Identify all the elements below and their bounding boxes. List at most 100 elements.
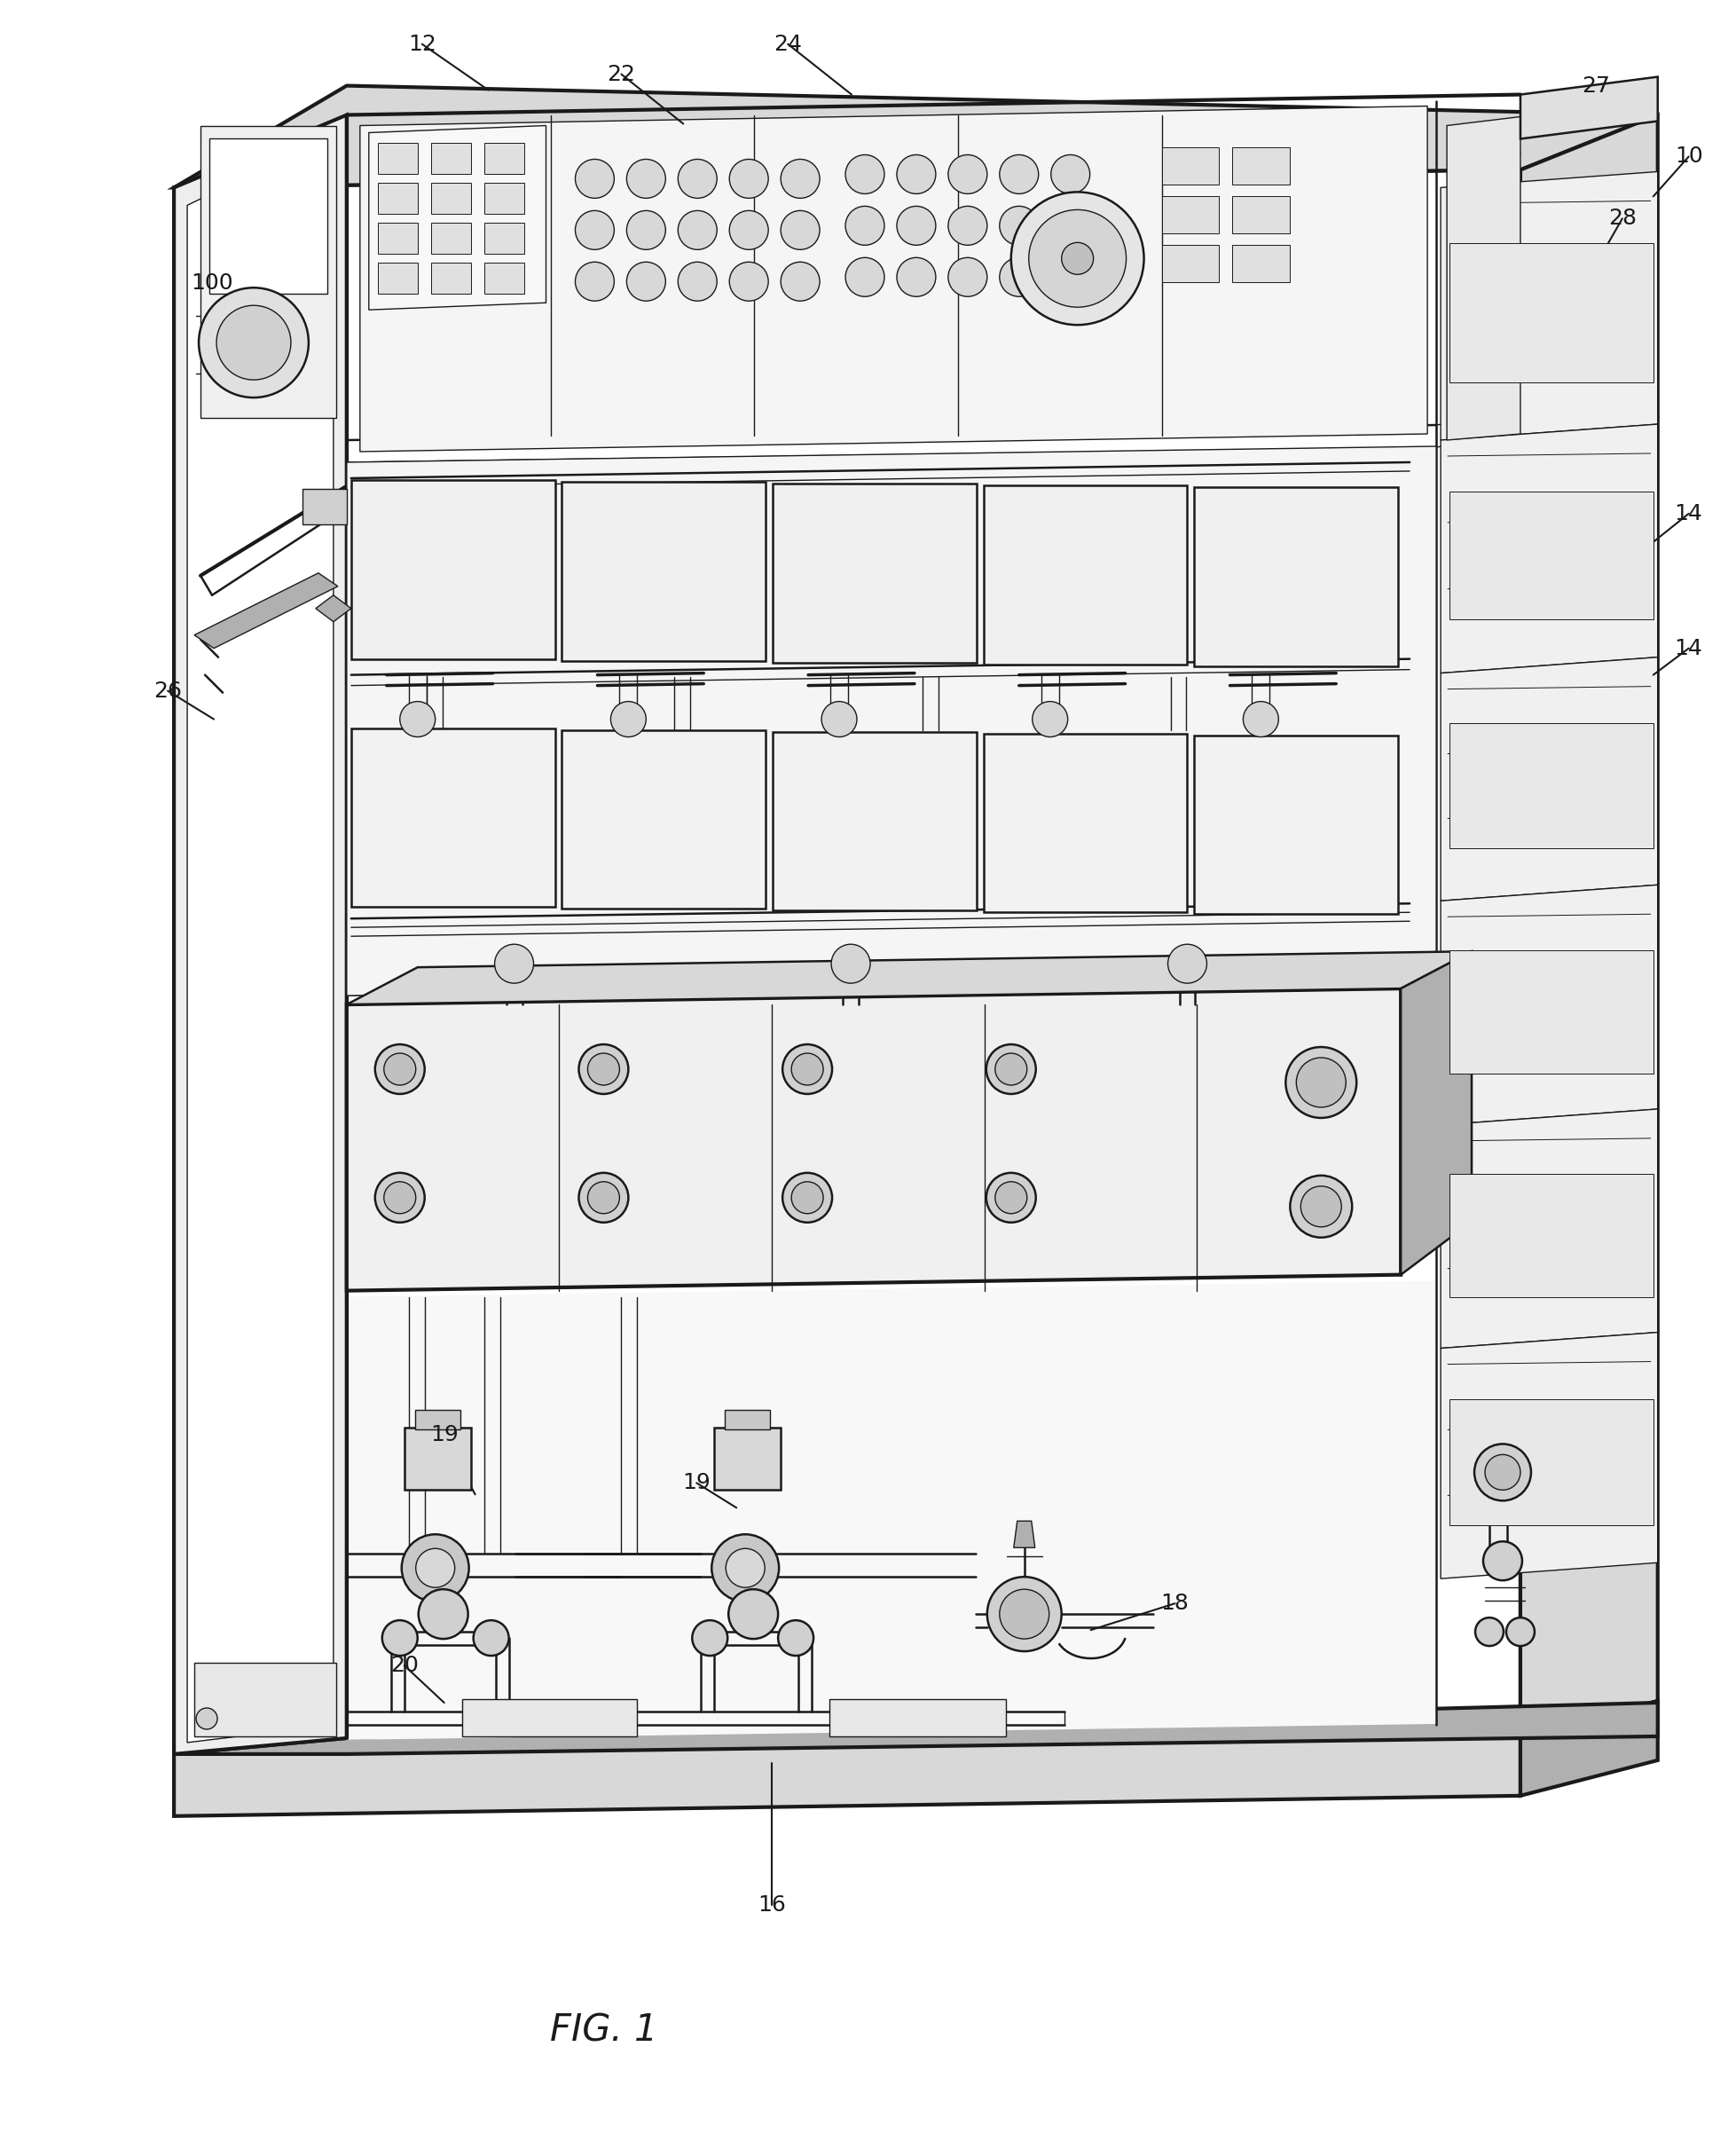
Circle shape — [729, 261, 769, 302]
Polygon shape — [484, 184, 524, 214]
Polygon shape — [174, 169, 1521, 1753]
Polygon shape — [1450, 492, 1653, 619]
Circle shape — [845, 206, 884, 246]
Circle shape — [1483, 1542, 1522, 1580]
Circle shape — [1297, 1058, 1345, 1107]
Text: 18: 18 — [1161, 1593, 1189, 1614]
Circle shape — [627, 158, 665, 199]
Circle shape — [679, 210, 717, 250]
Circle shape — [589, 1182, 620, 1214]
Text: 16: 16 — [757, 1895, 786, 1916]
Circle shape — [783, 1045, 832, 1094]
Circle shape — [575, 158, 615, 199]
Polygon shape — [351, 728, 556, 908]
Polygon shape — [713, 1428, 781, 1490]
Circle shape — [401, 1535, 469, 1601]
Polygon shape — [302, 488, 347, 525]
Polygon shape — [347, 1280, 1436, 1741]
Circle shape — [1050, 206, 1090, 246]
Polygon shape — [773, 732, 977, 910]
Polygon shape — [174, 116, 347, 1753]
Polygon shape — [562, 482, 766, 662]
Polygon shape — [187, 135, 333, 1743]
Polygon shape — [378, 223, 418, 255]
Circle shape — [196, 1709, 217, 1730]
Polygon shape — [194, 574, 339, 649]
Polygon shape — [351, 480, 556, 659]
Polygon shape — [1233, 148, 1290, 184]
Text: 28: 28 — [1608, 208, 1637, 229]
Polygon shape — [1233, 246, 1290, 283]
Circle shape — [495, 944, 533, 983]
Circle shape — [948, 257, 988, 298]
Polygon shape — [1401, 951, 1472, 1274]
Polygon shape — [1194, 734, 1397, 914]
Circle shape — [679, 261, 717, 302]
Text: 100: 100 — [191, 272, 233, 293]
Circle shape — [1507, 1619, 1535, 1646]
Circle shape — [578, 1173, 628, 1223]
Circle shape — [1029, 210, 1127, 306]
Circle shape — [627, 261, 665, 302]
Polygon shape — [484, 143, 524, 173]
Polygon shape — [1446, 118, 1521, 441]
Polygon shape — [1521, 77, 1658, 139]
Circle shape — [575, 261, 615, 302]
Polygon shape — [484, 223, 524, 255]
Circle shape — [1168, 944, 1207, 983]
Polygon shape — [368, 126, 547, 310]
Polygon shape — [1450, 1173, 1653, 1297]
Circle shape — [948, 206, 988, 246]
Circle shape — [1300, 1186, 1342, 1227]
Circle shape — [988, 1578, 1061, 1651]
Polygon shape — [431, 223, 470, 255]
Polygon shape — [201, 126, 337, 417]
Text: 14: 14 — [1675, 638, 1703, 659]
Polygon shape — [359, 107, 1427, 452]
Polygon shape — [1161, 246, 1219, 283]
Circle shape — [1286, 1047, 1356, 1118]
Polygon shape — [174, 1736, 1521, 1816]
Polygon shape — [431, 143, 470, 173]
Circle shape — [986, 1173, 1036, 1223]
Circle shape — [575, 210, 615, 250]
Polygon shape — [404, 1428, 470, 1490]
Circle shape — [1033, 702, 1068, 737]
Circle shape — [1000, 1589, 1049, 1638]
Circle shape — [729, 210, 769, 250]
Circle shape — [845, 154, 884, 195]
Circle shape — [1000, 257, 1038, 298]
Circle shape — [198, 287, 309, 398]
Circle shape — [1474, 1443, 1531, 1501]
Circle shape — [611, 702, 646, 737]
Circle shape — [384, 1182, 417, 1214]
Polygon shape — [378, 143, 418, 173]
Polygon shape — [1161, 148, 1219, 184]
Polygon shape — [1441, 657, 1658, 901]
Circle shape — [1050, 257, 1090, 298]
Polygon shape — [462, 1700, 637, 1736]
Circle shape — [995, 1182, 1028, 1214]
Polygon shape — [984, 486, 1187, 664]
Circle shape — [589, 1053, 620, 1085]
Polygon shape — [1161, 197, 1219, 233]
Circle shape — [384, 1053, 417, 1085]
Text: 26: 26 — [153, 681, 182, 702]
Polygon shape — [1450, 951, 1653, 1073]
Polygon shape — [1441, 884, 1658, 1124]
Polygon shape — [1521, 1700, 1658, 1796]
Circle shape — [792, 1182, 823, 1214]
Circle shape — [1290, 1175, 1352, 1237]
Polygon shape — [1233, 197, 1290, 233]
Circle shape — [781, 210, 819, 250]
Circle shape — [375, 1045, 425, 1094]
Circle shape — [792, 1053, 823, 1085]
Circle shape — [778, 1621, 814, 1655]
Polygon shape — [431, 263, 470, 293]
Polygon shape — [1014, 1520, 1035, 1548]
Polygon shape — [174, 1702, 1658, 1753]
Polygon shape — [378, 263, 418, 293]
Text: 14: 14 — [1675, 503, 1703, 525]
Circle shape — [1484, 1454, 1521, 1490]
Polygon shape — [347, 989, 1401, 1291]
